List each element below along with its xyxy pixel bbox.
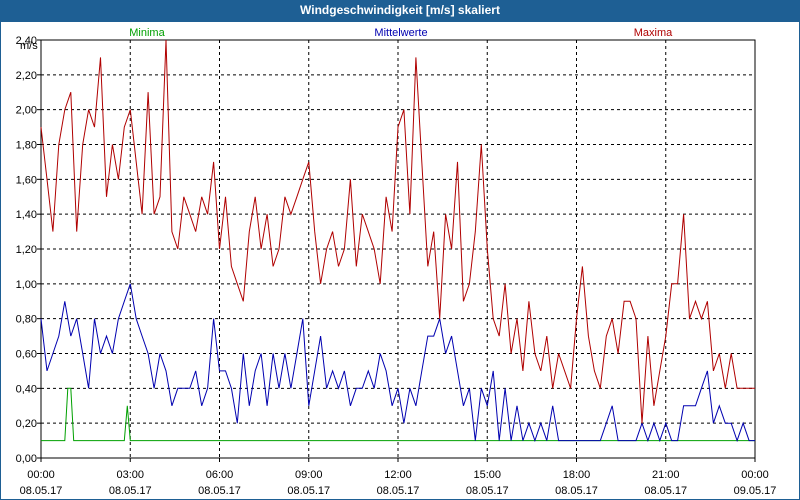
y-tick-label: 1,60 [16, 174, 37, 186]
x-tick-date-label: 08.05.17 [109, 485, 152, 497]
x-tick-time-label: 12:00 [384, 469, 412, 481]
x-axis: 00:00 08.05.17 03:00 08.05.17 06:00 08.05.17 0… [20, 458, 777, 497]
legend: Minima Mittelwerte Maxima [129, 27, 673, 39]
y-tick-label: 1,20 [16, 244, 37, 256]
y-tick-label: 1,40 [16, 209, 37, 221]
y-tick-label: 2,20 [16, 70, 37, 82]
series-line-maxima [40, 39, 755, 424]
x-tick-time-label: 00:00 [27, 469, 55, 481]
x-tick-date-label: 08.05.17 [287, 485, 330, 497]
y-tick-label: 0,20 [16, 418, 37, 430]
y-tick-label: 2,00 [16, 105, 37, 117]
legend-item: Maxima [634, 27, 673, 39]
series-line-mittelwerte [40, 283, 755, 443]
x-tick-date-label: 08.05.17 [20, 485, 63, 497]
legend-item: Minima [129, 27, 165, 39]
chart-title: Windgeschwindigkeit [m/s] skaliert [0, 0, 800, 21]
x-tick-date-label: 08.05.17 [466, 485, 509, 497]
legend-item: Mittelwerte [374, 27, 427, 39]
y-tick-label: 1,00 [16, 279, 37, 291]
x-tick-date-label: 08.05.17 [198, 485, 241, 497]
y-tick-label: 1,80 [16, 140, 37, 152]
y-tick-label: 0,00 [16, 453, 37, 465]
x-tick-date-label: 09.05.17 [734, 485, 777, 497]
series-lines [40, 39, 755, 443]
x-tick-time-label: 18:00 [563, 469, 591, 481]
chart-frame [0, 21, 800, 500]
x-tick-date-label: 08.05.17 [377, 485, 420, 497]
x-tick-date-label: 08.05.17 [555, 485, 598, 497]
series-line-minima [41, 387, 755, 442]
y-tick-label: 0,60 [16, 349, 37, 361]
x-tick-time-label: 03:00 [116, 469, 144, 481]
y-tick-label: 0,80 [16, 314, 37, 326]
x-tick-time-label: 15:00 [473, 469, 501, 481]
grid [41, 40, 755, 458]
x-tick-time-label: 09:00 [295, 469, 323, 481]
x-tick-time-label: 06:00 [206, 469, 234, 481]
x-tick-time-label: 00:00 [741, 469, 769, 481]
y-tick-label: 2,40 [16, 35, 37, 47]
x-tick-date-label: 08.05.17 [644, 485, 687, 497]
y-axis-label: m/s [20, 40, 38, 52]
y-tick-label: 0,40 [16, 383, 37, 395]
y-axis: 0,00 0,20 0,40 0,60 0,80 1,00 1,20 1,40 1,60 1,80… [16, 35, 41, 465]
x-tick-time-label: 21:00 [652, 469, 680, 481]
